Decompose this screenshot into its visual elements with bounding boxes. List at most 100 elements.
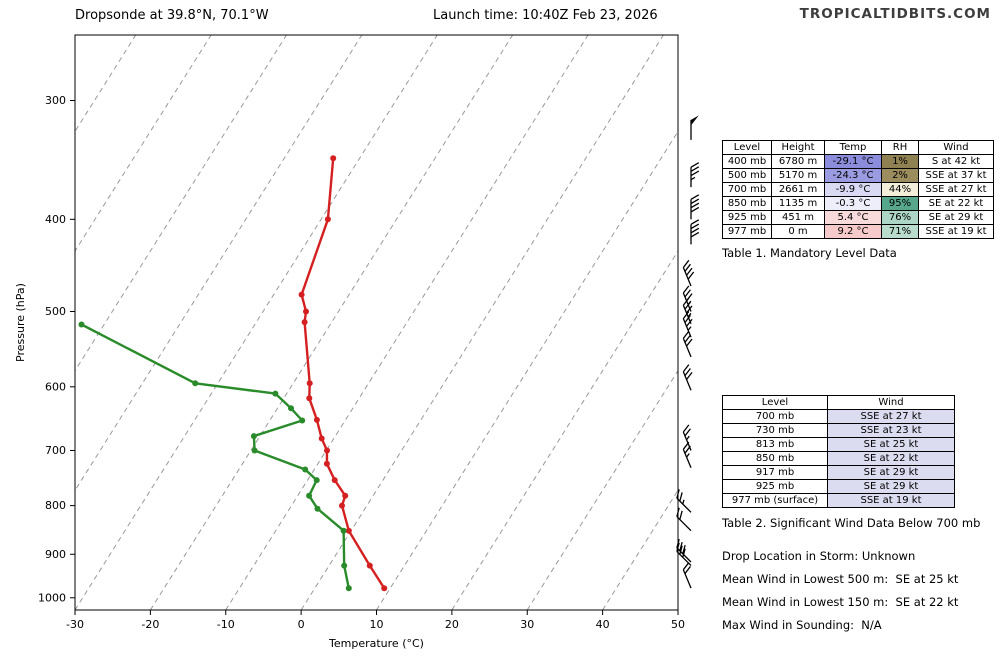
table-cell: 9.2 °C <box>824 224 882 239</box>
mandatory-level-row: 925 mb 451 m 5.4 °C 76% SE at 29 kt <box>722 210 994 225</box>
table-cell: SSE at 23 kt <box>827 423 955 438</box>
significant-wind-table-header: Level Wind <box>722 395 955 410</box>
mandatory-level-row: 500 mb 5170 m -24.3 °C 2% SSE at 37 kt <box>722 168 994 183</box>
column-header: Temp <box>824 140 882 155</box>
table2-caption: Table 2. Significant Wind Data Below 700… <box>722 516 981 530</box>
page-title: Dropsonde at 39.8°N, 70.1°W <box>75 8 269 23</box>
column-header: Wind <box>918 140 994 155</box>
significant-wind-row: 917 mb SE at 29 kt <box>722 465 955 480</box>
table-cell: SSE at 19 kt <box>918 224 994 239</box>
table-cell: -24.3 °C <box>824 168 882 183</box>
column-header: Level <box>722 140 772 155</box>
table-cell: 0 m <box>771 224 825 239</box>
table-cell: 813 mb <box>722 437 828 452</box>
plot-frame <box>74 34 679 611</box>
column-header: Height <box>771 140 825 155</box>
temperature-trace <box>300 156 386 590</box>
table-cell: 700 mb <box>722 409 828 424</box>
brand-logo: TROPICALTIDBITS.COM <box>799 6 991 22</box>
significant-wind-row: 977 mb (surface) SSE at 19 kt <box>722 493 955 508</box>
mandatory-level-row: 850 mb 1135 m -0.3 °C 95% SE at 22 kt <box>722 196 994 211</box>
table-cell: 925 mb <box>722 210 772 225</box>
significant-wind-row: 730 mb SSE at 23 kt <box>722 423 955 438</box>
column-header: Level <box>722 395 828 410</box>
table-cell: 925 mb <box>722 479 828 494</box>
table1-caption: Table 1. Mandatory Level Data <box>722 246 897 260</box>
svg-text:-30: -30 <box>66 618 84 631</box>
table-cell: 2661 m <box>771 182 825 197</box>
svg-text:0: 0 <box>298 618 305 631</box>
table-cell: 2% <box>881 168 919 183</box>
mandatory-level-row: 977 mb 0 m 9.2 °C 71% SSE at 19 kt <box>722 224 994 239</box>
svg-text:1000: 1000 <box>38 591 66 604</box>
table-cell: SSE at 27 kt <box>918 182 994 197</box>
significant-wind-table: Level Wind 700 mb SSE at 27 kt 730 mb SSE at… <box>722 395 955 508</box>
mandatory-level-row: 400 mb 6780 m -29.1 °C 1% S at 42 kt <box>722 154 994 169</box>
drop-location-text: Drop Location in Storm: Unknown <box>722 549 916 563</box>
y-axis-label: Pressure (hPa) <box>14 283 27 362</box>
table-cell: 730 mb <box>722 423 828 438</box>
svg-text:800: 800 <box>45 499 66 512</box>
table-cell: 850 mb <box>722 196 772 211</box>
table-cell: 6780 m <box>771 154 825 169</box>
mandatory-level-table: Level Height Temp RH Wind 400 mb 6780 m -29.1 … <box>722 140 994 239</box>
table-cell: -9.9 °C <box>824 182 882 197</box>
svg-text:50: 50 <box>671 618 685 631</box>
mandatory-level-row: 700 mb 2661 m -9.9 °C 44% SSE at 27 kt <box>722 182 994 197</box>
table-cell: 977 mb (surface) <box>722 493 828 508</box>
table-cell: 917 mb <box>722 465 828 480</box>
table-cell: 5.4 °C <box>824 210 882 225</box>
table-cell: SE at 29 kt <box>827 465 955 480</box>
svg-text:900: 900 <box>45 548 66 561</box>
table-cell: SE at 29 kt <box>918 210 994 225</box>
table-cell: 500 mb <box>722 168 772 183</box>
table-cell: SE at 22 kt <box>827 451 955 466</box>
table-cell: SE at 25 kt <box>827 437 955 452</box>
svg-text:600: 600 <box>45 380 66 393</box>
table-cell: 5170 m <box>771 168 825 183</box>
table-cell: 850 mb <box>722 451 828 466</box>
table-cell: -29.1 °C <box>824 154 882 169</box>
significant-wind-table-body: 700 mb SSE at 27 kt 730 mb SSE at 23 kt 813 … <box>722 409 955 508</box>
table-cell: 400 mb <box>722 154 772 169</box>
significant-wind-row: 925 mb SE at 29 kt <box>722 479 955 494</box>
table-cell: SSE at 37 kt <box>918 168 994 183</box>
table-cell: SE at 22 kt <box>918 196 994 211</box>
table-cell: SE at 29 kt <box>827 479 955 494</box>
table-cell: 1135 m <box>771 196 825 211</box>
launch-time-label: Launch time: 10:40Z Feb 23, 2026 <box>433 8 658 23</box>
table-cell: -0.3 °C <box>824 196 882 211</box>
table-cell: SSE at 27 kt <box>827 409 955 424</box>
axes: 300 400 500 600 700 800 900 1000 -30 -20 -10 0 10 20 3… <box>38 94 685 631</box>
wind-barbs <box>676 115 700 589</box>
svg-text:300: 300 <box>45 94 66 107</box>
svg-text:40: 40 <box>596 618 610 631</box>
x-axis-label: Temperature (°C) <box>328 637 424 650</box>
mean-wind-500m-text: Mean Wind in Lowest 500 m: SE at 25 kt <box>722 572 959 586</box>
significant-wind-row: 850 mb SE at 22 kt <box>722 451 955 466</box>
table-cell: 451 m <box>771 210 825 225</box>
column-header: RH <box>881 140 919 155</box>
svg-text:700: 700 <box>45 444 66 457</box>
significant-wind-row: 813 mb SE at 25 kt <box>722 437 955 452</box>
table-cell: SSE at 19 kt <box>827 493 955 508</box>
column-header: Wind <box>827 395 955 410</box>
svg-text:-10: -10 <box>217 618 235 631</box>
profile-traces <box>78 155 388 592</box>
mandatory-level-table-header: Level Height Temp RH Wind <box>722 140 994 155</box>
significant-wind-row: 700 mb SSE at 27 kt <box>722 409 955 424</box>
svg-text:400: 400 <box>45 213 66 226</box>
table-cell: 76% <box>881 210 919 225</box>
max-wind-text: Max Wind in Sounding: N/A <box>722 618 882 632</box>
table-cell: 95% <box>881 196 919 211</box>
mandatory-level-table-body: 400 mb 6780 m -29.1 °C 1% S at 42 kt 500 mb 51… <box>722 154 994 239</box>
table-cell: 71% <box>881 224 919 239</box>
table-cell: 44% <box>881 182 919 197</box>
svg-text:-20: -20 <box>141 618 159 631</box>
svg-text:30: 30 <box>520 618 534 631</box>
svg-text:500: 500 <box>45 305 66 318</box>
table-cell: S at 42 kt <box>918 154 994 169</box>
svg-text:20: 20 <box>445 618 459 631</box>
